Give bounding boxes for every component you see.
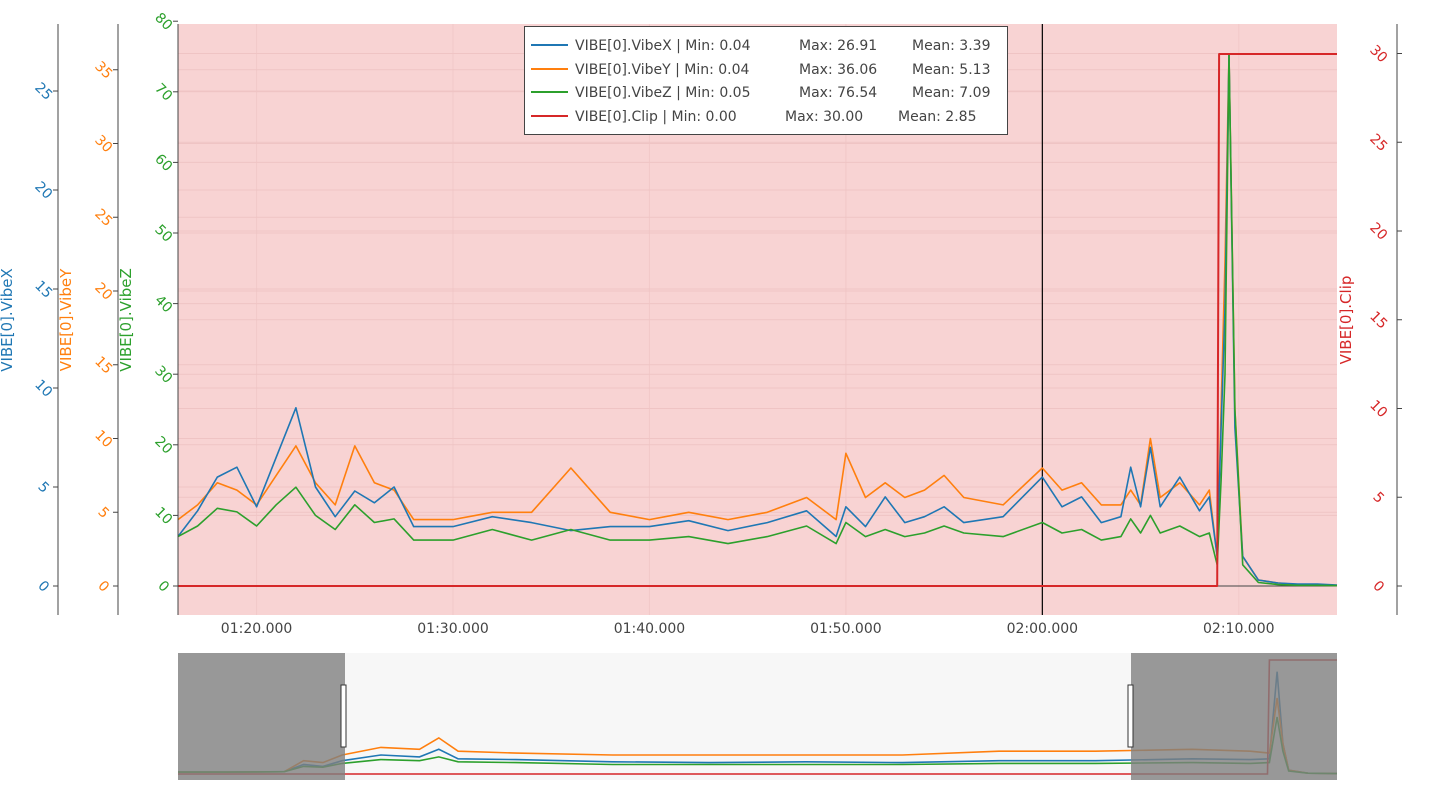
tick-label-vibey-0: 0 bbox=[94, 578, 112, 596]
axis-vibez: 0 10 20 30 40 50 60 70 80 VIBE[0].VibeZ bbox=[117, 10, 179, 615]
range-mask-right bbox=[1131, 653, 1337, 780]
tick-label-vibey-4: 20 bbox=[91, 280, 115, 304]
x-tick-label-0: 01:20.000 bbox=[221, 621, 293, 637]
x-axis: 01:20.000 01:30.000 01:40.000 01:50.000 02:0… bbox=[221, 621, 1275, 637]
legend-text-clip-1: Max: 30.00 bbox=[785, 109, 863, 125]
tick-label-vibez-3: 30 bbox=[151, 363, 175, 387]
legend-text-vibez-2: Mean: 7.09 bbox=[912, 85, 990, 101]
tick-label-vibez-0: 0 bbox=[154, 578, 172, 596]
legend[interactable]: VIBE[0].VibeX | Min: 0.04 Max: 26.91 Mean:… bbox=[524, 26, 1008, 135]
axis-title-vibez: VIBE[0].VibeZ bbox=[117, 268, 135, 372]
tick-label-vibez-6: 60 bbox=[151, 151, 175, 175]
legend-text-vibex-0: VIBE[0].VibeX | Min: 0.04 bbox=[575, 38, 751, 54]
x-tick-label-5: 02:10.000 bbox=[1203, 621, 1275, 637]
x-tick-label-4: 02:00.000 bbox=[1007, 621, 1079, 637]
tick-label-vibez-1: 10 bbox=[151, 504, 175, 528]
tick-label-vibez-2: 20 bbox=[151, 434, 175, 458]
axis-title-vibex: VIBE[0].VibeX bbox=[0, 268, 16, 372]
axis-vibey: 0 5 10 15 20 25 30 35 VIBE[0].VibeY bbox=[57, 24, 119, 615]
range-mask-left bbox=[178, 653, 345, 780]
axis-title-vibey: VIBE[0].VibeY bbox=[57, 268, 75, 371]
tick-label-clip-1: 5 bbox=[1369, 489, 1387, 507]
axis-clip: 0 5 10 15 20 25 30 VIBE[0].Clip bbox=[1337, 24, 1402, 615]
tick-label-vibey-5: 25 bbox=[91, 206, 115, 230]
range-handle-right[interactable] bbox=[1127, 684, 1134, 748]
tick-label-vibey-1: 5 bbox=[94, 504, 112, 522]
legend-text-vibey-2: Mean: 5.13 bbox=[912, 62, 990, 78]
tick-label-vibex-4: 20 bbox=[31, 179, 55, 203]
series-line-clip[interactable] bbox=[178, 53, 1337, 587]
series-group bbox=[177, 53, 1338, 587]
tick-label-clip-3: 15 bbox=[1366, 308, 1390, 332]
x-tick-label-1: 01:30.000 bbox=[417, 621, 489, 637]
axis-vibex: 0 5 10 15 20 25 VIBE[0].VibeX bbox=[0, 24, 59, 615]
tick-label-vibez-8: 80 bbox=[151, 10, 175, 34]
tick-label-vibez-4: 40 bbox=[151, 292, 175, 316]
tick-label-vibey-2: 10 bbox=[91, 427, 115, 451]
series-line-vibez[interactable] bbox=[177, 53, 1338, 587]
tick-label-vibex-2: 10 bbox=[31, 377, 55, 401]
tick-label-clip-4: 20 bbox=[1366, 220, 1390, 244]
range-handle-left[interactable] bbox=[340, 684, 347, 748]
legend-text-clip-0: VIBE[0].Clip | Min: 0.00 bbox=[575, 109, 737, 125]
legend-text-vibez-1: Max: 76.54 bbox=[799, 85, 877, 101]
legend-text-vibex-2: Mean: 3.39 bbox=[912, 38, 990, 54]
tick-label-vibey-7: 35 bbox=[91, 58, 115, 82]
legend-box bbox=[524, 26, 1008, 135]
legend-text-vibey-1: Max: 36.06 bbox=[799, 62, 877, 78]
tick-label-clip-0: 0 bbox=[1369, 578, 1387, 596]
legend-text-vibez-0: VIBE[0].VibeZ | Min: 0.05 bbox=[575, 85, 751, 101]
tick-label-clip-2: 10 bbox=[1366, 397, 1390, 421]
tick-label-vibez-5: 50 bbox=[151, 222, 175, 246]
x-tick-label-3: 01:50.000 bbox=[810, 621, 882, 637]
x-tick-label-2: 01:40.000 bbox=[614, 621, 686, 637]
legend-text-vibey-0: VIBE[0].VibeY | Min: 0.04 bbox=[575, 62, 750, 78]
series-line-vibex[interactable] bbox=[177, 53, 1338, 586]
axis-title-clip: VIBE[0].Clip bbox=[1337, 276, 1355, 365]
legend-text-vibex-1: Max: 26.91 bbox=[799, 38, 877, 54]
legend-text-clip-2: Mean: 2.85 bbox=[898, 109, 976, 125]
tick-label-vibex-5: 25 bbox=[31, 80, 55, 104]
tick-label-vibez-7: 70 bbox=[151, 81, 175, 105]
tick-label-vibey-6: 30 bbox=[91, 132, 115, 156]
tick-label-clip-6: 30 bbox=[1366, 42, 1390, 66]
tick-label-vibex-1: 5 bbox=[34, 479, 52, 497]
tick-label-vibex-3: 15 bbox=[31, 278, 55, 302]
tick-label-vibex-0: 0 bbox=[34, 578, 52, 596]
range-slider[interactable] bbox=[178, 653, 1338, 780]
tick-label-clip-5: 25 bbox=[1366, 131, 1390, 155]
tick-label-vibey-3: 15 bbox=[91, 353, 115, 377]
